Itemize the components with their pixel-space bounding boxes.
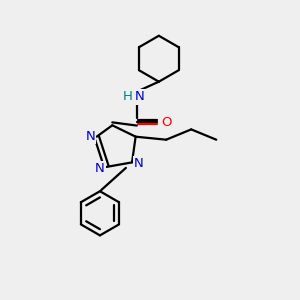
Text: N: N	[134, 158, 143, 170]
Text: N: N	[95, 162, 105, 175]
Text: N: N	[85, 130, 95, 143]
Text: H: H	[123, 91, 133, 103]
Text: N: N	[135, 91, 145, 103]
Text: O: O	[161, 116, 172, 128]
